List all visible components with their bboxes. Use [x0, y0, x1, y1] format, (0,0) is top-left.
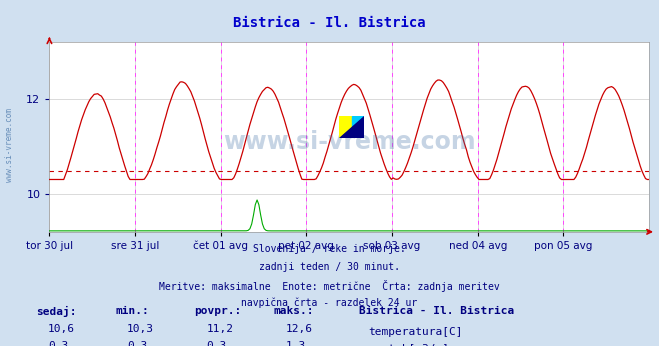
Text: pretok[m3/s]: pretok[m3/s] — [368, 344, 449, 346]
Bar — [339, 116, 352, 138]
Text: 0,3: 0,3 — [48, 341, 69, 346]
Text: 11,2: 11,2 — [206, 324, 233, 334]
Text: maks.:: maks.: — [273, 306, 314, 316]
Text: Meritve: maksimalne  Enote: metrične  Črta: zadnja meritev: Meritve: maksimalne Enote: metrične Črta… — [159, 280, 500, 292]
Polygon shape — [339, 116, 364, 138]
Text: zadnji teden / 30 minut.: zadnji teden / 30 minut. — [259, 262, 400, 272]
Text: navpična črta - razdelek 24 ur: navpična črta - razdelek 24 ur — [241, 298, 418, 308]
Text: povpr.:: povpr.: — [194, 306, 242, 316]
Text: www.si-vreme.com: www.si-vreme.com — [223, 130, 476, 154]
Text: 0,3: 0,3 — [127, 341, 148, 346]
Text: min.:: min.: — [115, 306, 149, 316]
Bar — [352, 116, 364, 138]
Text: 10,3: 10,3 — [127, 324, 154, 334]
Text: Bistrica - Il. Bistrica: Bistrica - Il. Bistrica — [359, 306, 515, 316]
Text: Slovenija / reke in morje.: Slovenija / reke in morje. — [253, 244, 406, 254]
Text: 0,3: 0,3 — [206, 341, 227, 346]
Text: 12,6: 12,6 — [285, 324, 312, 334]
Text: 1,3: 1,3 — [285, 341, 306, 346]
Text: www.si-vreme.com: www.si-vreme.com — [5, 108, 14, 182]
Text: temperatura[C]: temperatura[C] — [368, 327, 463, 337]
Text: Bistrica - Il. Bistrica: Bistrica - Il. Bistrica — [233, 16, 426, 29]
Text: 10,6: 10,6 — [48, 324, 75, 334]
Text: sedaj:: sedaj: — [36, 306, 76, 317]
